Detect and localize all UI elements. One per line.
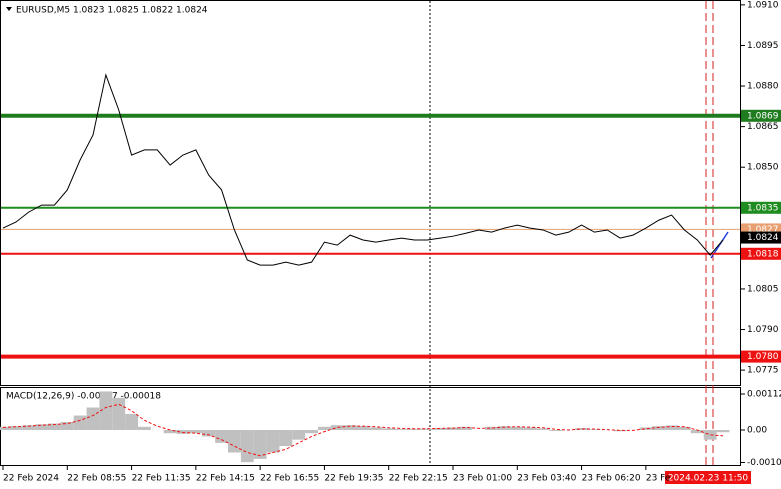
macd-bar (112, 397, 126, 431)
level-label: 1.0824 (747, 233, 779, 243)
macd-bar (215, 430, 228, 443)
macd-y-tick-label: 0.00112 (747, 390, 781, 400)
macd-bar (536, 428, 550, 431)
level-label: 1.0818 (747, 249, 779, 259)
x-tick-label: 23 Fe (646, 474, 671, 484)
x-tick-label: 23 Feb 03:40 (517, 474, 576, 484)
macd-bar (343, 425, 357, 431)
x-tick-label: 23 Feb 06:20 (582, 474, 641, 484)
x-tick-label: 22 Feb 22:15 (389, 474, 448, 484)
macd-bar (330, 425, 344, 431)
macd-bar (99, 391, 113, 431)
macd-bar (356, 426, 370, 431)
main-panel (0, 0, 741, 386)
x-tick-label: 22 Feb 14:15 (196, 474, 255, 484)
time-marker-box (665, 471, 751, 484)
x-tick-label: 22 Feb 16:55 (260, 474, 319, 484)
macd-bar (292, 430, 306, 440)
level-label-box (741, 231, 781, 244)
macd-bar (588, 429, 601, 431)
x-tick-label: 23 Feb 01:00 (453, 474, 512, 484)
macd-bar (9, 426, 23, 431)
macd-bar (318, 426, 331, 431)
macd-bar (703, 430, 717, 440)
macd-bar (189, 430, 203, 434)
macd-bar (420, 428, 434, 431)
level-label-box (741, 201, 781, 214)
macd-bar (305, 430, 318, 434)
level-label-box (741, 109, 781, 122)
macd-bar (498, 426, 511, 431)
y-tick-label: 1.0790 (747, 325, 779, 335)
macd-bar (240, 430, 254, 463)
macd-bar (485, 426, 498, 431)
macd-bar (575, 428, 588, 431)
level-label: 1.0835 (747, 203, 779, 213)
macd-bar (446, 427, 460, 431)
macd-bar (228, 430, 241, 453)
macd-bar (125, 413, 138, 431)
chart-title: EURUSD,M5 1.0823 1.0825 1.0822 1.0824 (16, 6, 208, 16)
macd-bar (60, 421, 74, 431)
y-tick-label: 1.0895 (747, 41, 779, 51)
macd-bar (639, 427, 653, 431)
macd-title: MACD(12,26,9) -0.00007 -0.00018 (6, 392, 161, 402)
y-tick-label: 1.0865 (747, 122, 779, 132)
macd-bar (86, 407, 100, 431)
x-tick-label: 22 Feb 19:35 (324, 474, 383, 484)
macd-bar (395, 429, 408, 431)
x-tick-label: 22 Feb 08:55 (67, 474, 126, 484)
macd-bar (549, 430, 563, 431)
macd-bar (459, 426, 473, 431)
x-tick-label: 22 Feb 11:35 (132, 474, 191, 484)
macd-bar (35, 424, 48, 431)
y-tick-label: 1.0775 (747, 366, 779, 376)
macd-y-tick-label: 0.00 (747, 426, 767, 436)
macd-bar (22, 425, 36, 431)
macd-bar (690, 430, 704, 434)
macd-bar (48, 423, 61, 431)
macd-bar (510, 426, 524, 431)
menu-icon (6, 7, 12, 11)
macd-bar (408, 429, 421, 431)
macd-bar (382, 428, 396, 431)
x-tick-label: 22 Feb 2024 (3, 474, 59, 484)
macd-bar (523, 427, 537, 431)
level-label-box (741, 247, 781, 260)
macd-signal (2, 403, 724, 457)
macd-bar (176, 430, 190, 434)
macd-bar (678, 426, 691, 431)
level-label: 1.0869 (747, 111, 779, 121)
y-tick-label: 1.0850 (747, 163, 779, 173)
macd-bar (202, 430, 216, 437)
macd-panel (0, 387, 741, 466)
macd-bar (433, 428, 447, 431)
y-tick-label: 1.0805 (747, 284, 779, 294)
macd-bar (73, 415, 87, 431)
level-label: 1.0780 (747, 352, 779, 362)
macd-bar (163, 430, 177, 434)
macd-bar (266, 430, 280, 453)
macd-bar (652, 426, 666, 431)
time-marker: 2024.02.23 11:50 (668, 474, 749, 484)
macd-bar (0, 426, 10, 431)
y-tick-label: 1.0910 (747, 0, 779, 10)
macd-y-tick-label: -0.00101 (747, 458, 781, 468)
y-tick-label: 1.0880 (747, 82, 779, 92)
macd-bar (253, 430, 267, 459)
macd-bar (665, 425, 678, 431)
price-line (2, 73, 724, 266)
macd-bar (369, 427, 383, 431)
macd-bar (716, 430, 730, 433)
level-label: 1.0827 (747, 225, 779, 235)
macd-bar (138, 426, 151, 431)
level-label-box (741, 350, 781, 363)
macd-bar (279, 430, 293, 447)
macd-bar (613, 430, 627, 432)
